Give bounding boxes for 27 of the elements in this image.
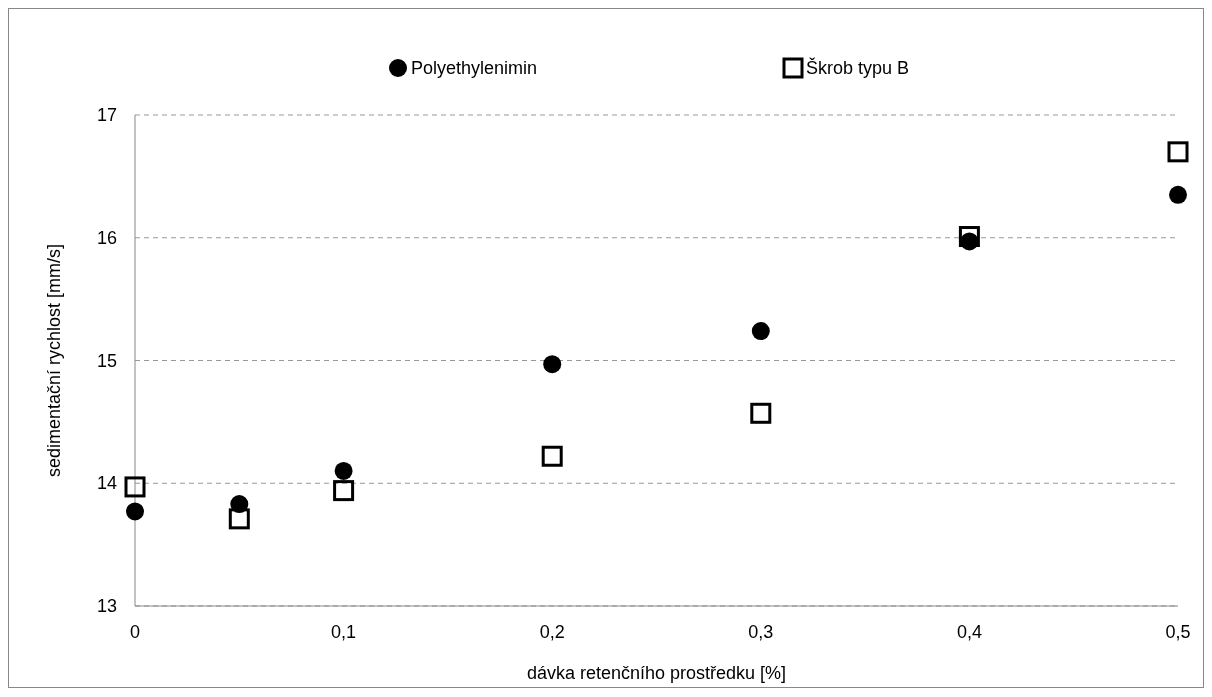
- point: [1169, 185, 1187, 204]
- point: [334, 461, 353, 480]
- point: [124, 476, 146, 498]
- legend-label: Škrob typu B: [806, 57, 910, 78]
- y-axis-title: sedimentační rychlost [mm/s]: [44, 243, 64, 478]
- x-tick-label: 0,4: [956, 622, 982, 642]
- point: [1167, 141, 1189, 163]
- x-tick-label: 0,2: [539, 622, 565, 642]
- y-tick-label: 13: [96, 596, 117, 616]
- point: [541, 445, 563, 467]
- point: [126, 502, 144, 521]
- point: [750, 402, 772, 424]
- x-axis-title: dávka retenčního prostředku [%]: [526, 663, 787, 683]
- point: [333, 480, 355, 502]
- y-tick-label: 16: [96, 227, 117, 248]
- legend-label: Polyethylenimin: [411, 58, 538, 78]
- y-tick-label: 14: [96, 473, 117, 494]
- point: [228, 508, 250, 530]
- point: [958, 226, 980, 248]
- x-tick-label: 0,3: [748, 622, 774, 642]
- y-tick-label: 15: [96, 350, 117, 371]
- y-tick-label: 17: [96, 105, 117, 125]
- x-tick-label: 0,5: [1165, 622, 1191, 642]
- x-tick-label: 0: [129, 622, 141, 642]
- point: [751, 322, 770, 341]
- point: [543, 355, 562, 374]
- x-tick-label: 0,1: [331, 622, 357, 642]
